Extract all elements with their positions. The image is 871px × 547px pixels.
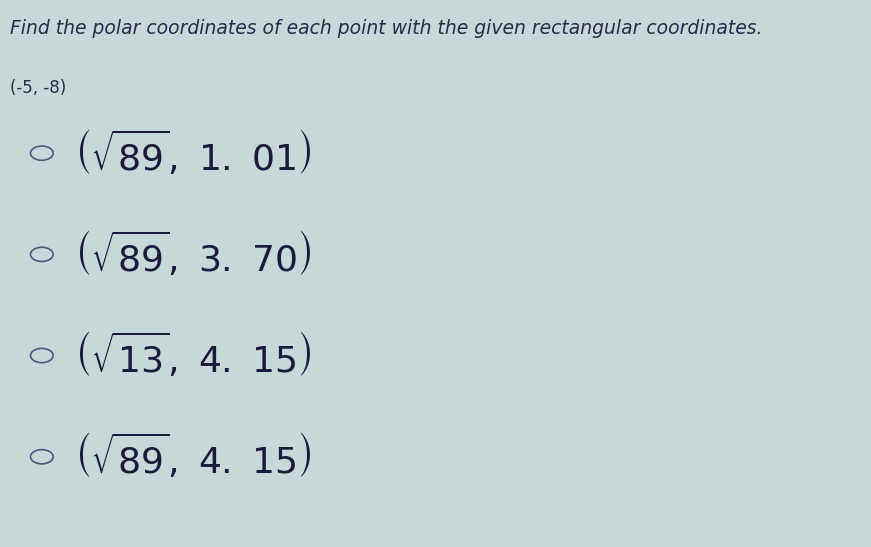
Text: (-5, -8): (-5, -8)	[10, 79, 67, 97]
Text: $\left(\sqrt{89},\ 1.\ 01\right)$: $\left(\sqrt{89},\ 1.\ 01\right)$	[74, 129, 311, 178]
Text: $\left(\sqrt{89},\ 4.\ 15\right)$: $\left(\sqrt{89},\ 4.\ 15\right)$	[74, 432, 311, 481]
Text: Find the polar coordinates of each point with the given rectangular coordinates.: Find the polar coordinates of each point…	[10, 19, 763, 38]
Text: $\left(\sqrt{13},\ 4.\ 15\right)$: $\left(\sqrt{13},\ 4.\ 15\right)$	[74, 331, 311, 380]
Text: $\left(\sqrt{89},\ 3.\ 70\right)$: $\left(\sqrt{89},\ 3.\ 70\right)$	[74, 230, 311, 279]
